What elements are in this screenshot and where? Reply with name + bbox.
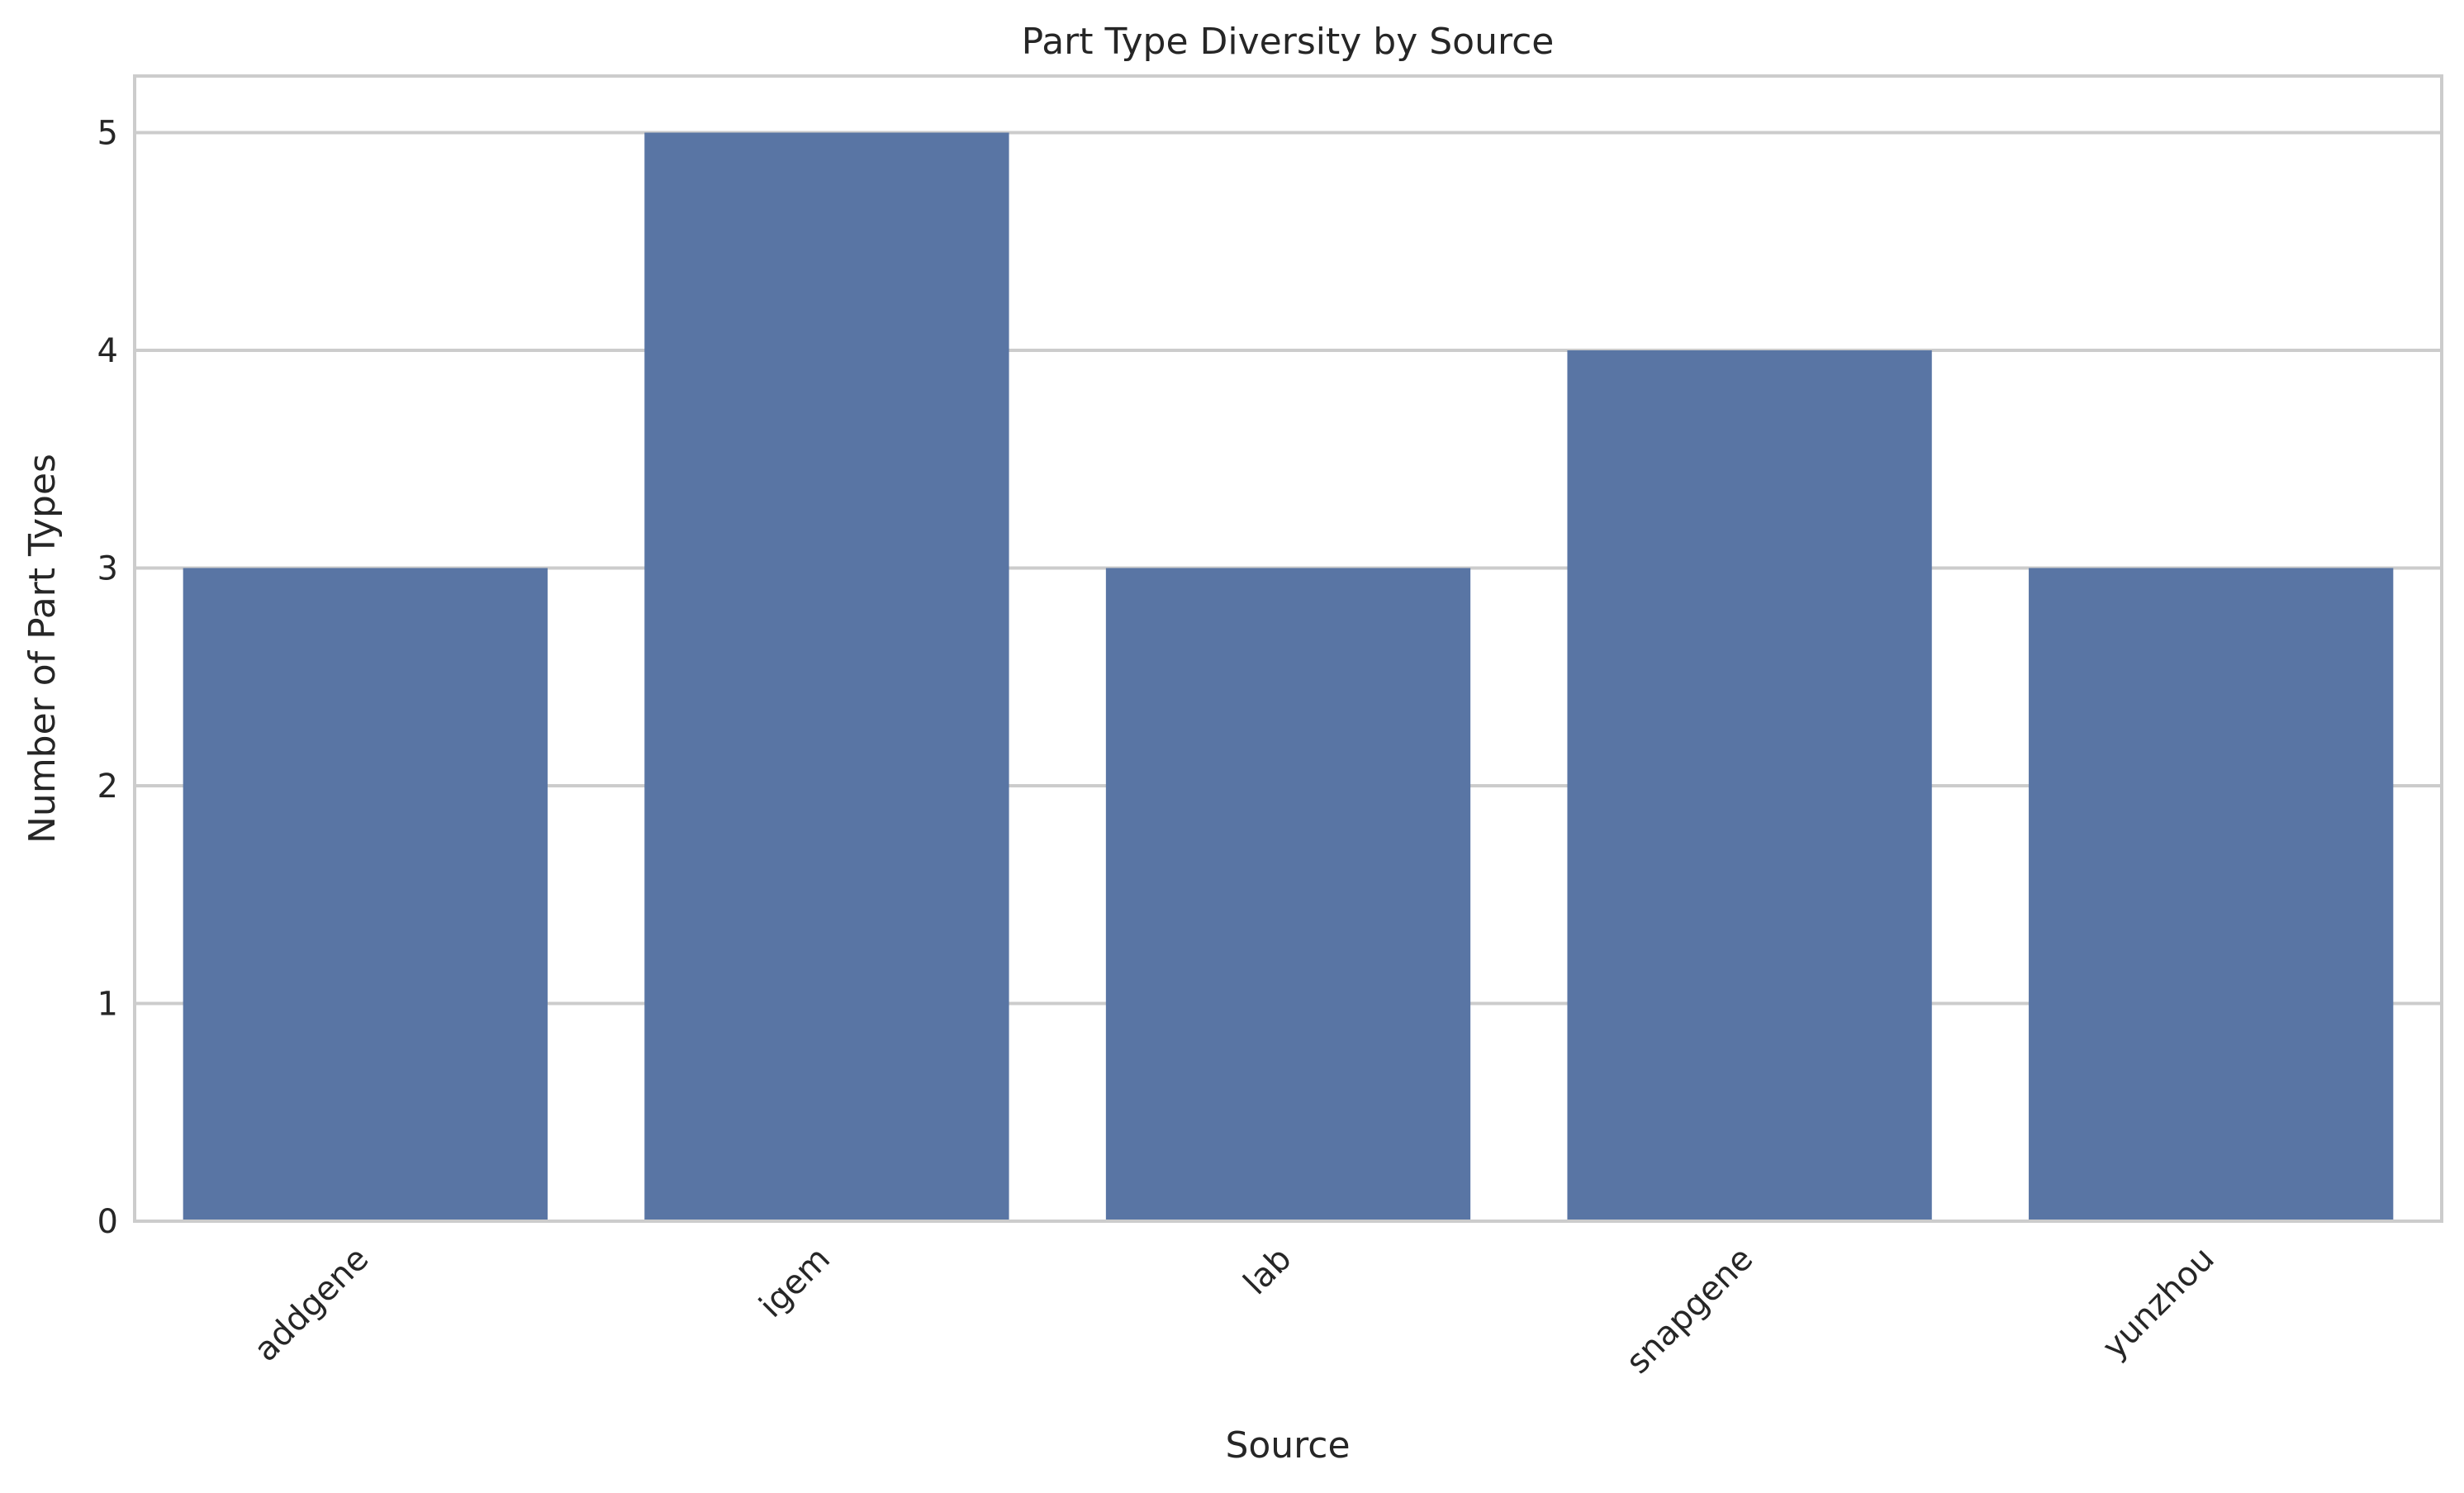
- x-tick-labels: addgene igem lab snapgene yunzhou: [247, 1240, 2222, 1381]
- x-tick-label-yunzhou: yunzhou: [2096, 1240, 2222, 1367]
- chart-title: Part Type Diversity by Source: [1022, 21, 1555, 63]
- x-tick-label-lab: lab: [1237, 1240, 1299, 1303]
- y-tick-label: 1: [97, 986, 118, 1024]
- bars: [183, 132, 2394, 1222]
- bar-snapgene: [1567, 350, 1932, 1222]
- y-tick-label: 3: [97, 550, 118, 588]
- x-tick-label-igem: igem: [752, 1240, 838, 1325]
- x-axis-label: Source: [1225, 1424, 1350, 1467]
- y-tick-label: 4: [97, 332, 118, 370]
- y-tick-label: 2: [97, 768, 118, 806]
- y-axis-label: Number of Part Types: [21, 454, 64, 844]
- y-tick-label: 5: [97, 115, 118, 153]
- bar-lab: [1105, 568, 1471, 1221]
- y-tick-labels: 0 1 2 3 4 5: [97, 115, 118, 1241]
- bar-yunzhou: [2029, 568, 2394, 1221]
- x-tick-label-snapgene: snapgene: [1619, 1240, 1760, 1381]
- plot-frame: [133, 74, 2443, 1223]
- bar-addgene: [183, 568, 548, 1221]
- bar-igem: [644, 132, 1009, 1221]
- x-tick-label-addgene: addgene: [247, 1240, 376, 1369]
- y-tick-label: 0: [97, 1203, 118, 1241]
